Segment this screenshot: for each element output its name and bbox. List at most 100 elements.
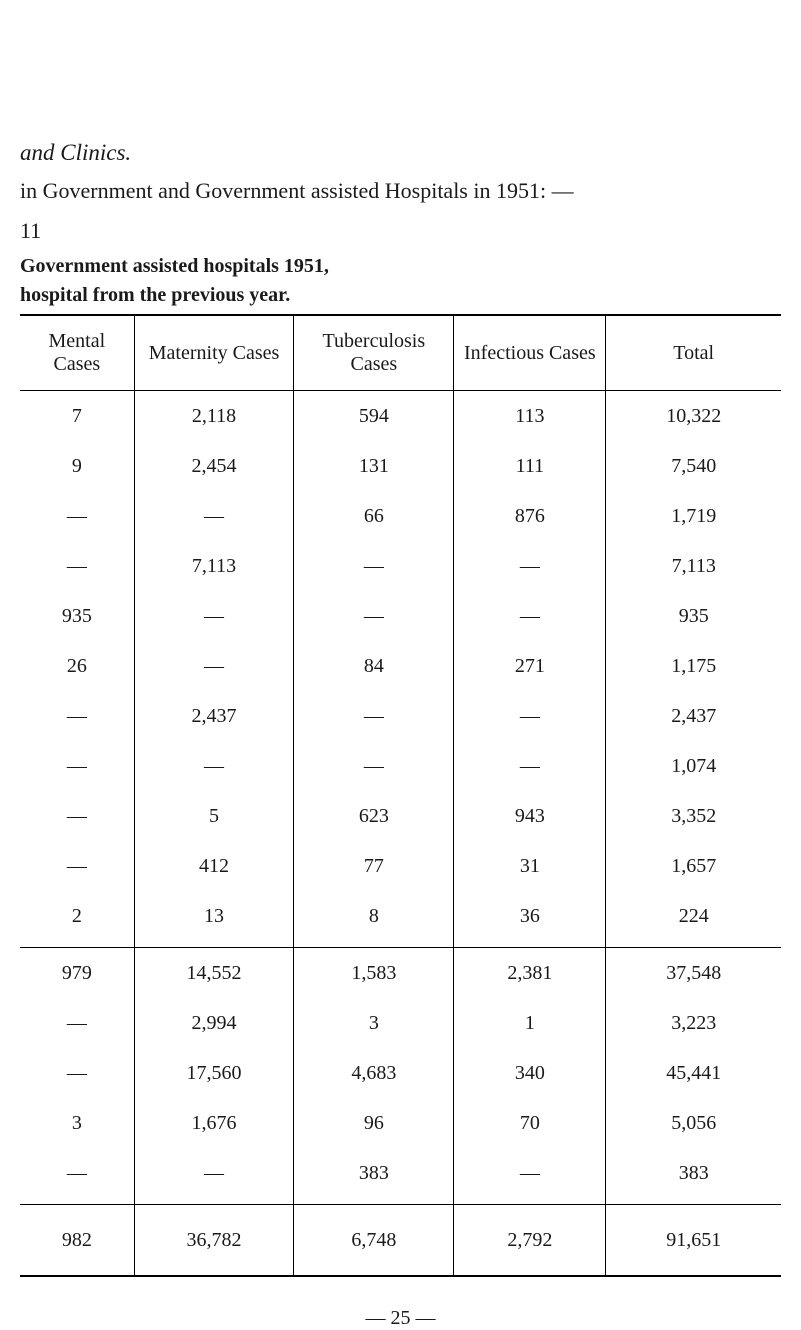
table-cell: 943	[454, 791, 606, 841]
table-row: 213836224	[20, 891, 781, 941]
table-cell: 1	[454, 998, 606, 1048]
table-cell: 2,792	[454, 1205, 606, 1277]
table-cell: 224	[606, 891, 781, 941]
table-cell: 77	[294, 841, 454, 891]
table-cell: 979	[20, 948, 134, 999]
table-cell: —	[20, 1048, 134, 1098]
table-cell: 111	[454, 441, 606, 491]
table-cell: 876	[454, 491, 606, 541]
table-cell: 66	[294, 491, 454, 541]
table-cell: 2,454	[134, 441, 294, 491]
table-row: 31,67696705,056	[20, 1098, 781, 1148]
table-cell: 2,118	[134, 391, 294, 442]
table-row: 935———935	[20, 591, 781, 641]
table-cell: 340	[454, 1048, 606, 1098]
table-cell: —	[294, 541, 454, 591]
table-cell: 383	[294, 1148, 454, 1198]
table-cell: 2	[20, 891, 134, 941]
hospital-cases-table: Mental Cases Maternity Cases Tuberculosi…	[20, 314, 781, 1277]
table-cell: —	[134, 641, 294, 691]
table-cell: 383	[606, 1148, 781, 1198]
table-cell: —	[454, 541, 606, 591]
table-cell: —	[134, 1148, 294, 1198]
table-row: —56239433,352	[20, 791, 781, 841]
table-cell: 36	[454, 891, 606, 941]
table-cell: —	[134, 741, 294, 791]
table-row: —17,5604,68334045,441	[20, 1048, 781, 1098]
table-cell: 623	[294, 791, 454, 841]
page-number: — 25 —	[20, 1307, 781, 1330]
table-cell: —	[20, 791, 134, 841]
table-cell: —	[20, 691, 134, 741]
table-row: —2,437——2,437	[20, 691, 781, 741]
table-cell: —	[20, 1148, 134, 1198]
table-cell: 3,352	[606, 791, 781, 841]
table-cell: 3,223	[606, 998, 781, 1048]
table-cell: 594	[294, 391, 454, 442]
table-cell: 982	[20, 1205, 134, 1277]
table-cell: —	[454, 1148, 606, 1198]
table-cell: 9	[20, 441, 134, 491]
table-cell: 5	[134, 791, 294, 841]
page-fragment: 11	[20, 218, 781, 244]
table-cell: 96	[294, 1098, 454, 1148]
table-body: 72,11859411310,32292,4541311117,540——668…	[20, 391, 781, 1277]
table-header-row: Mental Cases Maternity Cases Tuberculosi…	[20, 315, 781, 391]
table-cell: —	[294, 691, 454, 741]
table-cell: 7,113	[134, 541, 294, 591]
table-cell: 84	[294, 641, 454, 691]
table-cell: 36,782	[134, 1205, 294, 1277]
table-cell: —	[294, 741, 454, 791]
col-header-tuberculosis: Tuberculosis Cases	[294, 315, 454, 391]
subtitle: in Government and Government assisted Ho…	[20, 178, 781, 204]
table-cell: 8	[294, 891, 454, 941]
table-cell: 1,583	[294, 948, 454, 999]
table-row: 26—842711,175	[20, 641, 781, 691]
table-row: —2,994313,223	[20, 998, 781, 1048]
table-cell: 2,994	[134, 998, 294, 1048]
table-cell: —	[20, 541, 134, 591]
col-header-total: Total	[606, 315, 781, 391]
table-row: 92,4541311117,540	[20, 441, 781, 491]
table-cell: 6,748	[294, 1205, 454, 1277]
table-row: ——383—383	[20, 1148, 781, 1198]
table-cell: 37,548	[606, 948, 781, 999]
table-cell: 13	[134, 891, 294, 941]
col-header-maternity: Maternity Cases	[134, 315, 294, 391]
table-cell: 7,540	[606, 441, 781, 491]
table-cell: 1,719	[606, 491, 781, 541]
table-cell: 7	[20, 391, 134, 442]
table-cell: 131	[294, 441, 454, 491]
table-cell: —	[454, 691, 606, 741]
table-cell: 935	[20, 591, 134, 641]
table-cell: 2,437	[606, 691, 781, 741]
table-cell: 1,074	[606, 741, 781, 791]
table-cell: 5,056	[606, 1098, 781, 1148]
table-cell: —	[134, 491, 294, 541]
table-row: ——668761,719	[20, 491, 781, 541]
table-cell: 412	[134, 841, 294, 891]
table-caption-line1: Government assisted hospitals 1951,	[20, 254, 781, 279]
table-cell: —	[20, 741, 134, 791]
table-cell: 3	[20, 1098, 134, 1148]
table-cell: 2,437	[134, 691, 294, 741]
table-cell: 4,683	[294, 1048, 454, 1098]
table-cell: —	[20, 491, 134, 541]
table-cell: —	[294, 591, 454, 641]
table-row: —7,113——7,113	[20, 541, 781, 591]
table-cell: 70	[454, 1098, 606, 1148]
table-caption-line2: hospital from the previous year.	[20, 283, 781, 308]
table-cell: 14,552	[134, 948, 294, 999]
table-cell: —	[20, 841, 134, 891]
col-header-infectious: Infectious Cases	[454, 315, 606, 391]
table-cell: 10,322	[606, 391, 781, 442]
table-cell: 935	[606, 591, 781, 641]
table-row: 97914,5521,5832,38137,548	[20, 948, 781, 999]
table-cell: 2,381	[454, 948, 606, 999]
table-cell: 271	[454, 641, 606, 691]
table-cell: 3	[294, 998, 454, 1048]
table-row: 72,11859411310,322	[20, 391, 781, 442]
table-row: ————1,074	[20, 741, 781, 791]
table-cell: —	[454, 741, 606, 791]
table-cell: 17,560	[134, 1048, 294, 1098]
